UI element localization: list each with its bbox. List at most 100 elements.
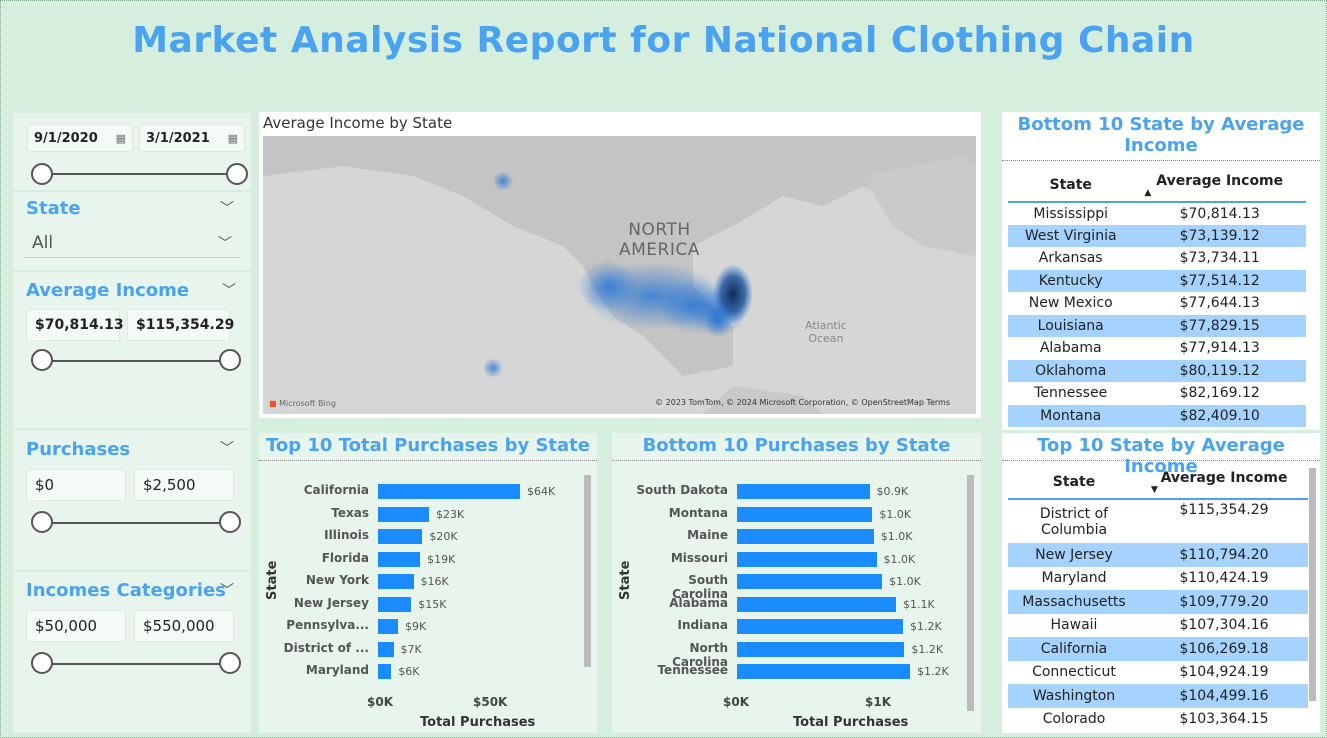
bar[interactable] [378,551,421,567]
date-slider-max-handle[interactable] [226,163,248,185]
bing-logo: ■ Microsoft Bing [269,399,336,408]
column-header-state[interactable]: State [1049,176,1092,193]
bar[interactable] [737,619,904,634]
bar[interactable] [378,619,398,634]
avg-income-max-handle[interactable] [219,349,241,371]
scrollbar[interactable] [1309,468,1316,701]
avg-income-min-input[interactable]: $70,814.13 [26,309,124,341]
avg-income-min-handle[interactable] [31,349,53,371]
table-row[interactable]: Massachusetts $109,779.20 [1008,590,1308,614]
table-row[interactable]: Oklahoma $80,119.12 [1008,359,1306,382]
table-row[interactable]: Hawaii $107,304.16 [1008,614,1308,638]
purchases-min-input[interactable]: $0 [26,469,126,501]
income-map-visual[interactable]: Average Income by State [259,112,981,418]
bar[interactable] [737,641,905,657]
chevron-down-icon[interactable]: ﹀ [220,201,234,217]
map-copyright[interactable]: © 2023 TomTom, © 2024 Microsoft Corporat… [655,398,950,407]
scrollbar[interactable] [584,475,591,667]
bar[interactable] [737,664,910,679]
top-income-table-visual[interactable]: Top 10 State by Average Income State Ave… [1002,433,1320,733]
avg-income-max-input[interactable]: $115,354.29 [127,309,234,341]
bar[interactable] [737,529,874,544]
bar[interactable] [737,596,897,612]
map-background [263,136,976,414]
incomes-categories-slider-track[interactable] [42,663,230,665]
column-header-average-income[interactable]: Average Income ▲ [1144,172,1284,198]
column-header-state[interactable]: State [1052,474,1096,490]
category-label: Illinois [324,528,369,542]
table-row[interactable]: Tennessee $82,169.12 [1008,382,1306,405]
chevron-down-icon[interactable]: ﹀ [220,583,234,599]
column-header-average-income[interactable]: Average Income ▼ [1151,470,1288,495]
bar[interactable] [378,506,430,522]
bottom-purchases-chart[interactable]: Bottom 10 Purchases by State State Total… [612,433,981,733]
bottom-income-table-visual[interactable]: Bottom 10 State by Average Income State … [1002,112,1320,430]
category-label: North Carolina [672,640,728,669]
bar[interactable] [378,484,520,499]
state-cell: Colorado [1042,711,1106,728]
bar[interactable] [378,529,423,544]
incomes-categories-min-handle[interactable] [31,652,53,674]
category-label: Missouri [670,550,728,565]
calendar-icon[interactable]: ▦ [115,131,126,145]
table-row[interactable]: California $106,269.18 [1008,637,1308,661]
category-label: South Carolina [672,573,728,601]
purchases-max-input[interactable]: $2,500 [134,469,234,501]
table-row[interactable]: Louisiana $77,829.15 [1008,314,1306,337]
bar[interactable] [378,664,392,679]
bar[interactable] [737,506,873,522]
state-cell: District of Columbia [1039,505,1109,538]
bottom-income-table: State Average Income ▲ Mississippi $70,814… [1008,168,1306,427]
state-dropdown[interactable]: All ﹀ [24,228,240,258]
incomes-categories-max-input[interactable]: $550,000 [134,610,234,642]
data-label: $7K [400,642,422,656]
table-row[interactable]: Mississippi $70,814.13 [1008,202,1306,225]
scrollbar[interactable] [967,475,974,711]
top-purchases-ylabel: State [265,560,280,600]
table-row[interactable]: Washington $104,499.16 [1008,684,1308,708]
avg-income-slider-track[interactable] [42,360,230,362]
bar[interactable] [378,596,412,612]
table-row[interactable]: Colorado $103,364.15 [1008,708,1308,732]
bar[interactable] [737,574,883,589]
bar[interactable] [737,484,870,499]
incomes-categories-min-input[interactable]: $50,000 [26,610,126,642]
calendar-icon[interactable]: ▦ [227,131,238,145]
income-cell: $77,514.12 [1133,269,1306,292]
purchases-max-handle[interactable] [219,511,241,533]
table-row[interactable]: Alabama $77,914.13 [1008,337,1306,360]
date-slider-min-handle[interactable] [31,163,53,185]
table-row[interactable]: Kentucky $77,514.12 [1008,269,1306,292]
state-cell: Arkansas [1038,250,1103,267]
table-row[interactable]: District of Columbia $115,354.29 [1008,499,1308,543]
table-row[interactable]: New Jersey $110,794.20 [1008,543,1308,567]
table-row[interactable]: West Virginia $73,139.12 [1008,224,1306,247]
purchases-min-handle[interactable] [31,511,53,533]
end-date-field[interactable]: 3/1/2021 ▦ [139,124,245,152]
chevron-down-icon[interactable]: ﹀ [222,283,236,299]
table-row[interactable]: Connecticut $104,924.19 [1008,661,1308,685]
table-row[interactable]: Montana $82,409.10 [1008,404,1306,427]
bar[interactable] [378,641,394,657]
state-cell: Alabama [1039,340,1102,357]
purchases-slider-track[interactable] [42,522,230,524]
state-cell: Hawaii [1050,617,1098,634]
category-label: Pennsylva... [286,618,369,632]
data-label: $23K [436,507,465,521]
top-purchases-chart[interactable]: Top 10 Total Purchases by State State To… [259,433,597,733]
date-slider-track[interactable] [42,173,237,175]
bar[interactable] [737,551,877,567]
chevron-down-icon[interactable]: ﹀ [220,441,234,457]
category-label: Tennessee [657,663,728,677]
table-row[interactable]: Arkansas $73,734.11 [1008,247,1306,270]
data-label: $19K [427,552,456,566]
category-label: New Jersey [293,595,369,610]
bar[interactable] [378,574,414,589]
state-cell: Maryland [1041,570,1107,587]
start-date-field[interactable]: 9/1/2020 ▦ [27,124,133,152]
data-label: $1.0K [889,575,921,588]
table-row[interactable]: Maryland $110,424.19 [1008,567,1308,591]
table-row[interactable]: New Mexico $77,644.13 [1008,292,1306,315]
map-canvas[interactable]: NORTH AMERICA Atlantic Ocean ■ Microsoft… [263,136,976,414]
incomes-categories-max-handle[interactable] [219,652,241,674]
